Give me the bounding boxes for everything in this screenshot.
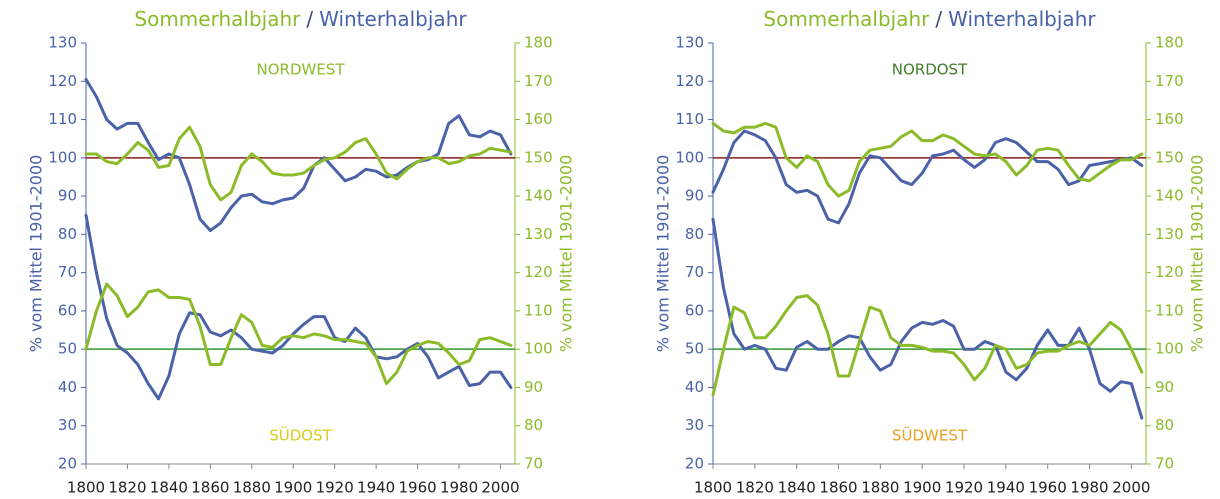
x-tick-label: 1880 (861, 479, 899, 497)
y-tick-label: 110 (48, 110, 77, 128)
region-label: NORDOST (892, 61, 968, 79)
series-line (711, 129, 1144, 225)
y2-tick-label: 180 (524, 34, 553, 52)
y2-tick-label: 80 (524, 416, 543, 434)
series-line (84, 77, 513, 232)
y2-tick-label: 140 (524, 187, 553, 205)
y2-tick-label: 90 (524, 378, 543, 396)
x-tick-label: 1860 (819, 479, 857, 497)
x-tick-label: 1840 (150, 479, 188, 497)
x-tick-label: 1900 (903, 479, 941, 497)
x-tick-label: 1960 (399, 479, 437, 497)
x-tick-label: 1860 (191, 479, 229, 497)
y2-tick-label: 170 (524, 72, 553, 90)
title-part: Winterhalbjahr (319, 7, 467, 31)
y-tick-label: 100 (48, 148, 77, 166)
x-tick-label: 1900 (274, 479, 312, 497)
y2-tick-label: 120 (524, 263, 553, 281)
title-part: Sommerhalbjahr (134, 7, 301, 31)
series-line (84, 282, 513, 386)
y2-tick-label: 130 (1155, 225, 1184, 243)
y2-tick-label: 100 (1155, 340, 1184, 358)
x-tick-label: 1840 (778, 479, 816, 497)
y-tick-label: 120 (675, 72, 704, 90)
x-tick-label: 1920 (316, 479, 354, 497)
x-tick-label: 1820 (736, 479, 774, 497)
y2-tick-label: 70 (1155, 455, 1174, 473)
y-tick-label: 70 (685, 263, 704, 281)
y-tick-label: 90 (58, 187, 77, 205)
y-tick-label: 30 (58, 416, 77, 434)
x-tick-label: 1820 (108, 479, 146, 497)
y-tick-label: 60 (685, 301, 704, 319)
title-part: / (935, 7, 942, 31)
x-tick-label: 1980 (440, 479, 478, 497)
y-tick-label: 20 (685, 455, 704, 473)
x-tick-label: 1940 (987, 479, 1025, 497)
y2-tick-label: 140 (1155, 187, 1184, 205)
series-line (711, 217, 1144, 420)
x-tick-label: 1800 (694, 479, 732, 497)
y2-tick-label: 80 (1155, 416, 1174, 434)
y2-tick-label: 90 (1155, 378, 1174, 396)
chart-title: Sommerhalbjahr / Winterhalbjahr (134, 7, 467, 31)
y2-tick-label: 180 (1155, 34, 1184, 52)
y2-axis-label: % vom Mittel 1901-2000 (557, 155, 576, 353)
x-tick-label: 1880 (233, 479, 271, 497)
y2-tick-label: 160 (1155, 110, 1184, 128)
x-tick-label: 1960 (1029, 479, 1067, 497)
y-tick-label: 110 (675, 110, 704, 128)
chart-panel: Sommerhalbjahr / Winterhalbjahr 20 30 40 50 60 7… (654, 7, 1207, 497)
y-tick-label: 80 (685, 225, 704, 243)
y-tick-label: 30 (685, 416, 704, 434)
y-tick-label: 130 (675, 34, 704, 52)
y2-tick-label: 170 (1155, 72, 1184, 90)
y-axis-label: % vom Mittel 1901-2000 (654, 155, 673, 353)
x-tick-label: 1980 (1070, 479, 1108, 497)
y-tick-label: 20 (58, 455, 77, 473)
series-line (711, 121, 1144, 198)
y2-tick-label: 150 (524, 148, 553, 166)
y2-axis-label: % vom Mittel 1901-2000 (1188, 155, 1207, 353)
y-tick-label: 50 (58, 340, 77, 358)
region-label: NORDWEST (257, 61, 346, 79)
region-label: SÜDOST (269, 426, 332, 445)
y-tick-label: 80 (58, 225, 77, 243)
y2-tick-label: 160 (524, 110, 553, 128)
y-tick-label: 50 (685, 340, 704, 358)
y-tick-label: 40 (685, 378, 704, 396)
title-part: / (306, 7, 313, 31)
y2-tick-label: 120 (1155, 263, 1184, 281)
title-part: Sommerhalbjahr (763, 7, 930, 31)
y2-tick-label: 150 (1155, 148, 1184, 166)
y2-tick-label: 70 (524, 455, 543, 473)
x-tick-label: 1940 (357, 479, 395, 497)
series-line (711, 294, 1144, 397)
y-tick-label: 90 (685, 187, 704, 205)
y-tick-label: 100 (675, 148, 704, 166)
chart-title: Sommerhalbjahr / Winterhalbjahr (763, 7, 1096, 31)
y-axis-label: % vom Mittel 1901-2000 (27, 155, 46, 353)
x-tick-label: 1800 (67, 479, 105, 497)
y-tick-label: 70 (58, 263, 77, 281)
x-tick-label: 2000 (1112, 479, 1150, 497)
region-label: SÜDWEST (892, 426, 968, 445)
y-tick-label: 60 (58, 301, 77, 319)
title-part: Winterhalbjahr (948, 7, 1096, 31)
x-tick-label: 2000 (481, 479, 519, 497)
x-tick-label: 1920 (945, 479, 983, 497)
y2-tick-label: 100 (524, 340, 553, 358)
y2-tick-label: 130 (524, 225, 553, 243)
chart-panel: Sommerhalbjahr / Winterhalbjahr 20 30 40 50 60 7… (27, 7, 576, 497)
y-tick-label: 120 (48, 72, 77, 90)
y-tick-label: 130 (48, 34, 77, 52)
series-line (84, 213, 513, 401)
y2-tick-label: 110 (1155, 301, 1184, 319)
y2-tick-label: 110 (524, 301, 553, 319)
series-line (84, 125, 513, 202)
y-tick-label: 40 (58, 378, 77, 396)
